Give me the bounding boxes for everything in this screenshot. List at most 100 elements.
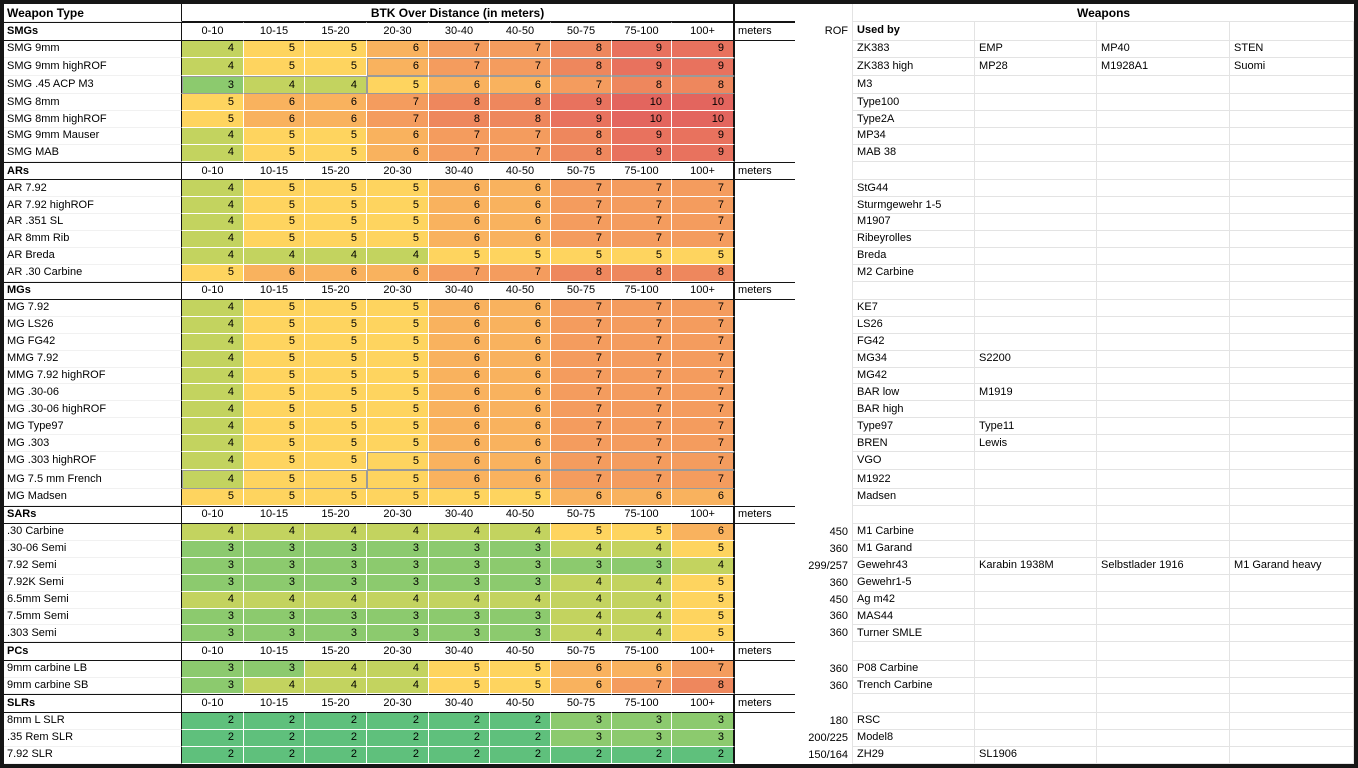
- btk-cell[interactable]: 6: [429, 452, 490, 471]
- btk-cell[interactable]: 7: [551, 384, 612, 402]
- used-by-header-cell[interactable]: [1230, 642, 1354, 661]
- btk-cell[interactable]: 4: [182, 350, 244, 368]
- rof-cell[interactable]: [795, 76, 852, 94]
- btk-cell[interactable]: 6: [429, 401, 490, 419]
- btk-cell[interactable]: 3: [244, 574, 305, 592]
- btk-cell[interactable]: 4: [367, 677, 429, 695]
- btk-cell[interactable]: 5: [182, 264, 244, 282]
- weapon-name-cell[interactable]: M3: [852, 75, 976, 95]
- distance-header-cell[interactable]: 50-75: [551, 642, 612, 661]
- btk-cell[interactable]: 9: [612, 144, 672, 162]
- weapon-name-cell[interactable]: FG42: [852, 333, 976, 351]
- weapon-type-cell[interactable]: AR 8mm Rib: [4, 230, 182, 248]
- weapon-name-cell[interactable]: StG44: [852, 180, 976, 198]
- btk-cell[interactable]: 7: [612, 350, 672, 368]
- weapon-name-cell[interactable]: [1230, 401, 1354, 419]
- weapon-name-cell[interactable]: Ag m42: [852, 591, 976, 609]
- rof-cell[interactable]: [795, 435, 852, 452]
- btk-cell[interactable]: 2: [305, 712, 367, 730]
- weapon-name-cell[interactable]: KE7: [852, 299, 976, 317]
- weapon-name-cell[interactable]: Type97: [852, 418, 976, 436]
- weapon-name-cell[interactable]: [1097, 299, 1231, 317]
- distance-header-cell[interactable]: 75-100: [612, 22, 672, 41]
- btk-cell[interactable]: 2: [429, 712, 490, 730]
- btk-cell[interactable]: 7: [551, 333, 612, 351]
- btk-cell[interactable]: 5: [672, 608, 736, 626]
- btk-cell[interactable]: 3: [429, 608, 490, 626]
- btk-cell[interactable]: 5: [244, 384, 305, 402]
- weapon-name-cell[interactable]: [975, 608, 1098, 626]
- meters-cell[interactable]: [735, 678, 795, 695]
- btk-cell[interactable]: 3: [182, 625, 244, 643]
- btk-cell[interactable]: 5: [305, 128, 367, 145]
- btk-cell[interactable]: 6: [551, 677, 612, 695]
- btk-cell[interactable]: 3: [429, 574, 490, 592]
- btk-cell[interactable]: 4: [182, 144, 244, 162]
- btk-cell[interactable]: 7: [551, 367, 612, 385]
- btk-cell[interactable]: 5: [490, 660, 551, 678]
- weapon-type-cell[interactable]: SMG 9mm: [4, 40, 182, 58]
- meters-cell[interactable]: [735, 317, 795, 334]
- btk-cell[interactable]: 3: [305, 625, 367, 643]
- meters-cell[interactable]: [735, 592, 795, 609]
- meters-cell[interactable]: [735, 111, 795, 128]
- btk-cell[interactable]: 6: [429, 213, 490, 231]
- btk-cell[interactable]: 8: [612, 75, 672, 95]
- btk-cell[interactable]: 3: [551, 712, 612, 730]
- btk-cell[interactable]: 5: [244, 299, 305, 317]
- distance-header-cell[interactable]: 0-10: [182, 694, 244, 713]
- btk-cell[interactable]: 7: [672, 367, 736, 385]
- distance-header-cell[interactable]: 15-20: [305, 694, 367, 713]
- btk-cell[interactable]: 3: [490, 574, 551, 592]
- btk-cell[interactable]: 4: [305, 591, 367, 609]
- btk-cell[interactable]: 6: [490, 452, 551, 471]
- btk-cell[interactable]: 3: [429, 557, 490, 575]
- btk-cell[interactable]: 5: [429, 247, 490, 265]
- btk-cell[interactable]: 5: [672, 625, 736, 643]
- btk-cell[interactable]: 5: [490, 488, 551, 506]
- btk-cell[interactable]: 6: [490, 350, 551, 368]
- btk-cell[interactable]: 4: [182, 470, 244, 489]
- btk-cell[interactable]: 5: [305, 144, 367, 162]
- used-by-header-cell[interactable]: [1097, 281, 1231, 300]
- used-by-header-cell[interactable]: [1097, 161, 1231, 181]
- weapon-type-cell[interactable]: MG .303 highROF: [4, 452, 182, 471]
- btk-cell[interactable]: 6: [367, 128, 429, 145]
- btk-cell[interactable]: 6: [672, 488, 736, 506]
- distance-header-cell[interactable]: 40-50: [490, 22, 551, 41]
- weapon-name-cell[interactable]: [975, 625, 1098, 643]
- meters-cell[interactable]: [735, 351, 795, 368]
- rof-cell[interactable]: [795, 317, 852, 334]
- btk-cell[interactable]: 4: [182, 435, 244, 453]
- btk-cell[interactable]: 4: [182, 128, 244, 145]
- btk-cell[interactable]: 7: [672, 384, 736, 402]
- btk-cell[interactable]: 4: [367, 591, 429, 609]
- btk-cell[interactable]: 7: [672, 470, 736, 489]
- used-by-header-cell[interactable]: [1097, 694, 1231, 713]
- weapon-name-cell[interactable]: [1097, 677, 1231, 695]
- btk-cell[interactable]: 7: [490, 128, 551, 145]
- weapon-name-cell[interactable]: [1097, 574, 1231, 592]
- weapon-name-cell[interactable]: [975, 333, 1098, 351]
- btk-cell[interactable]: 4: [182, 452, 244, 471]
- weapon-name-cell[interactable]: [975, 94, 1098, 112]
- weapon-type-cell[interactable]: MMG 7.92: [4, 350, 182, 368]
- rof-cell[interactable]: [795, 111, 852, 128]
- weapon-name-cell[interactable]: [1230, 384, 1354, 402]
- btk-cell[interactable]: 4: [182, 418, 244, 436]
- rof-cell[interactable]: [795, 452, 852, 470]
- btk-cell[interactable]: 7: [612, 418, 672, 436]
- btk-cell[interactable]: 6: [429, 435, 490, 453]
- weapon-name-cell[interactable]: [975, 213, 1098, 231]
- section-title-cell[interactable]: PCs: [4, 642, 182, 661]
- btk-cell[interactable]: 3: [182, 557, 244, 575]
- btk-cell[interactable]: 6: [490, 401, 551, 419]
- btk-cell[interactable]: 5: [429, 677, 490, 695]
- weapon-name-cell[interactable]: [1230, 418, 1354, 436]
- used-by-header-cell[interactable]: [975, 22, 1098, 41]
- weapon-name-cell[interactable]: [975, 470, 1098, 489]
- weapon-name-cell[interactable]: [975, 591, 1098, 609]
- weapon-name-cell[interactable]: Type11: [975, 418, 1098, 436]
- weapon-type-cell[interactable]: 6.5mm Semi: [4, 591, 182, 609]
- btk-cell[interactable]: 7: [612, 677, 672, 695]
